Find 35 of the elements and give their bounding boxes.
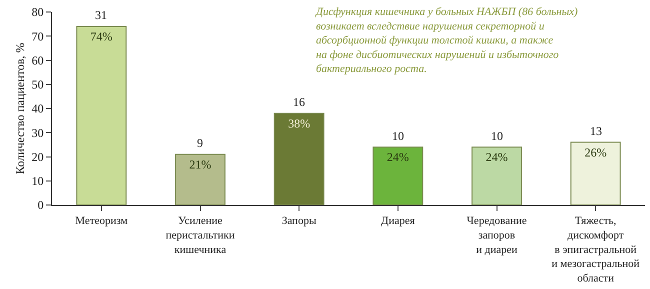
x-tick-label: Чередование запоров и диареи (466, 215, 527, 256)
x-tick-label: Усиление перистальтики кишечника (166, 215, 235, 256)
data-label: 24% (386, 150, 409, 164)
y-axis-title: Количество пациентов, % (12, 42, 27, 174)
bar (570, 142, 621, 205)
x-tick-label: Запоры (282, 215, 317, 228)
annotation: 31 (95, 8, 107, 22)
data-label: 21% (189, 157, 212, 172)
data-label: 38% (288, 116, 310, 130)
annotation: 10 (392, 129, 404, 143)
y-tick-label: 10 (32, 174, 44, 188)
bar (76, 26, 127, 205)
y-tick-label: 30 (32, 126, 44, 140)
data-label: 24% (486, 150, 508, 164)
data-label: 74% (90, 29, 112, 44)
y-tick-label: 80 (32, 5, 44, 20)
bar (175, 154, 226, 205)
annotation: 9 (197, 136, 203, 150)
y-tick-label: 50 (32, 78, 44, 92)
annotation: 10 (491, 129, 503, 143)
data-label: 26% (584, 145, 607, 160)
bar (472, 146, 522, 205)
bar (274, 112, 324, 205)
annotation: 13 (590, 124, 602, 138)
y-tick-label: 40 (32, 102, 44, 116)
x-tick-label: Тяжесть, дискомфорт в эпигастральной и мезогастральной области (552, 215, 640, 284)
bar (372, 146, 424, 205)
y-tick-label: 60 (32, 53, 44, 68)
x-tick-label: Метеоризм (75, 215, 128, 228)
y-tick-label: 70 (32, 29, 44, 44)
annotation: 16 (293, 95, 305, 109)
y-tick-label: 0 (38, 198, 44, 212)
y-tick-label: 20 (32, 150, 44, 164)
x-tick-label: Диарея (381, 215, 415, 228)
annotation: Дисфункция кишечника у больных НАЖБП (86 больных) возникает вследствие нарушения секреторной и абсорбционной функции толстой кишки, а также на фоне дисбиотических нарушений и избыточного бактериального роста. (315, 6, 578, 76)
